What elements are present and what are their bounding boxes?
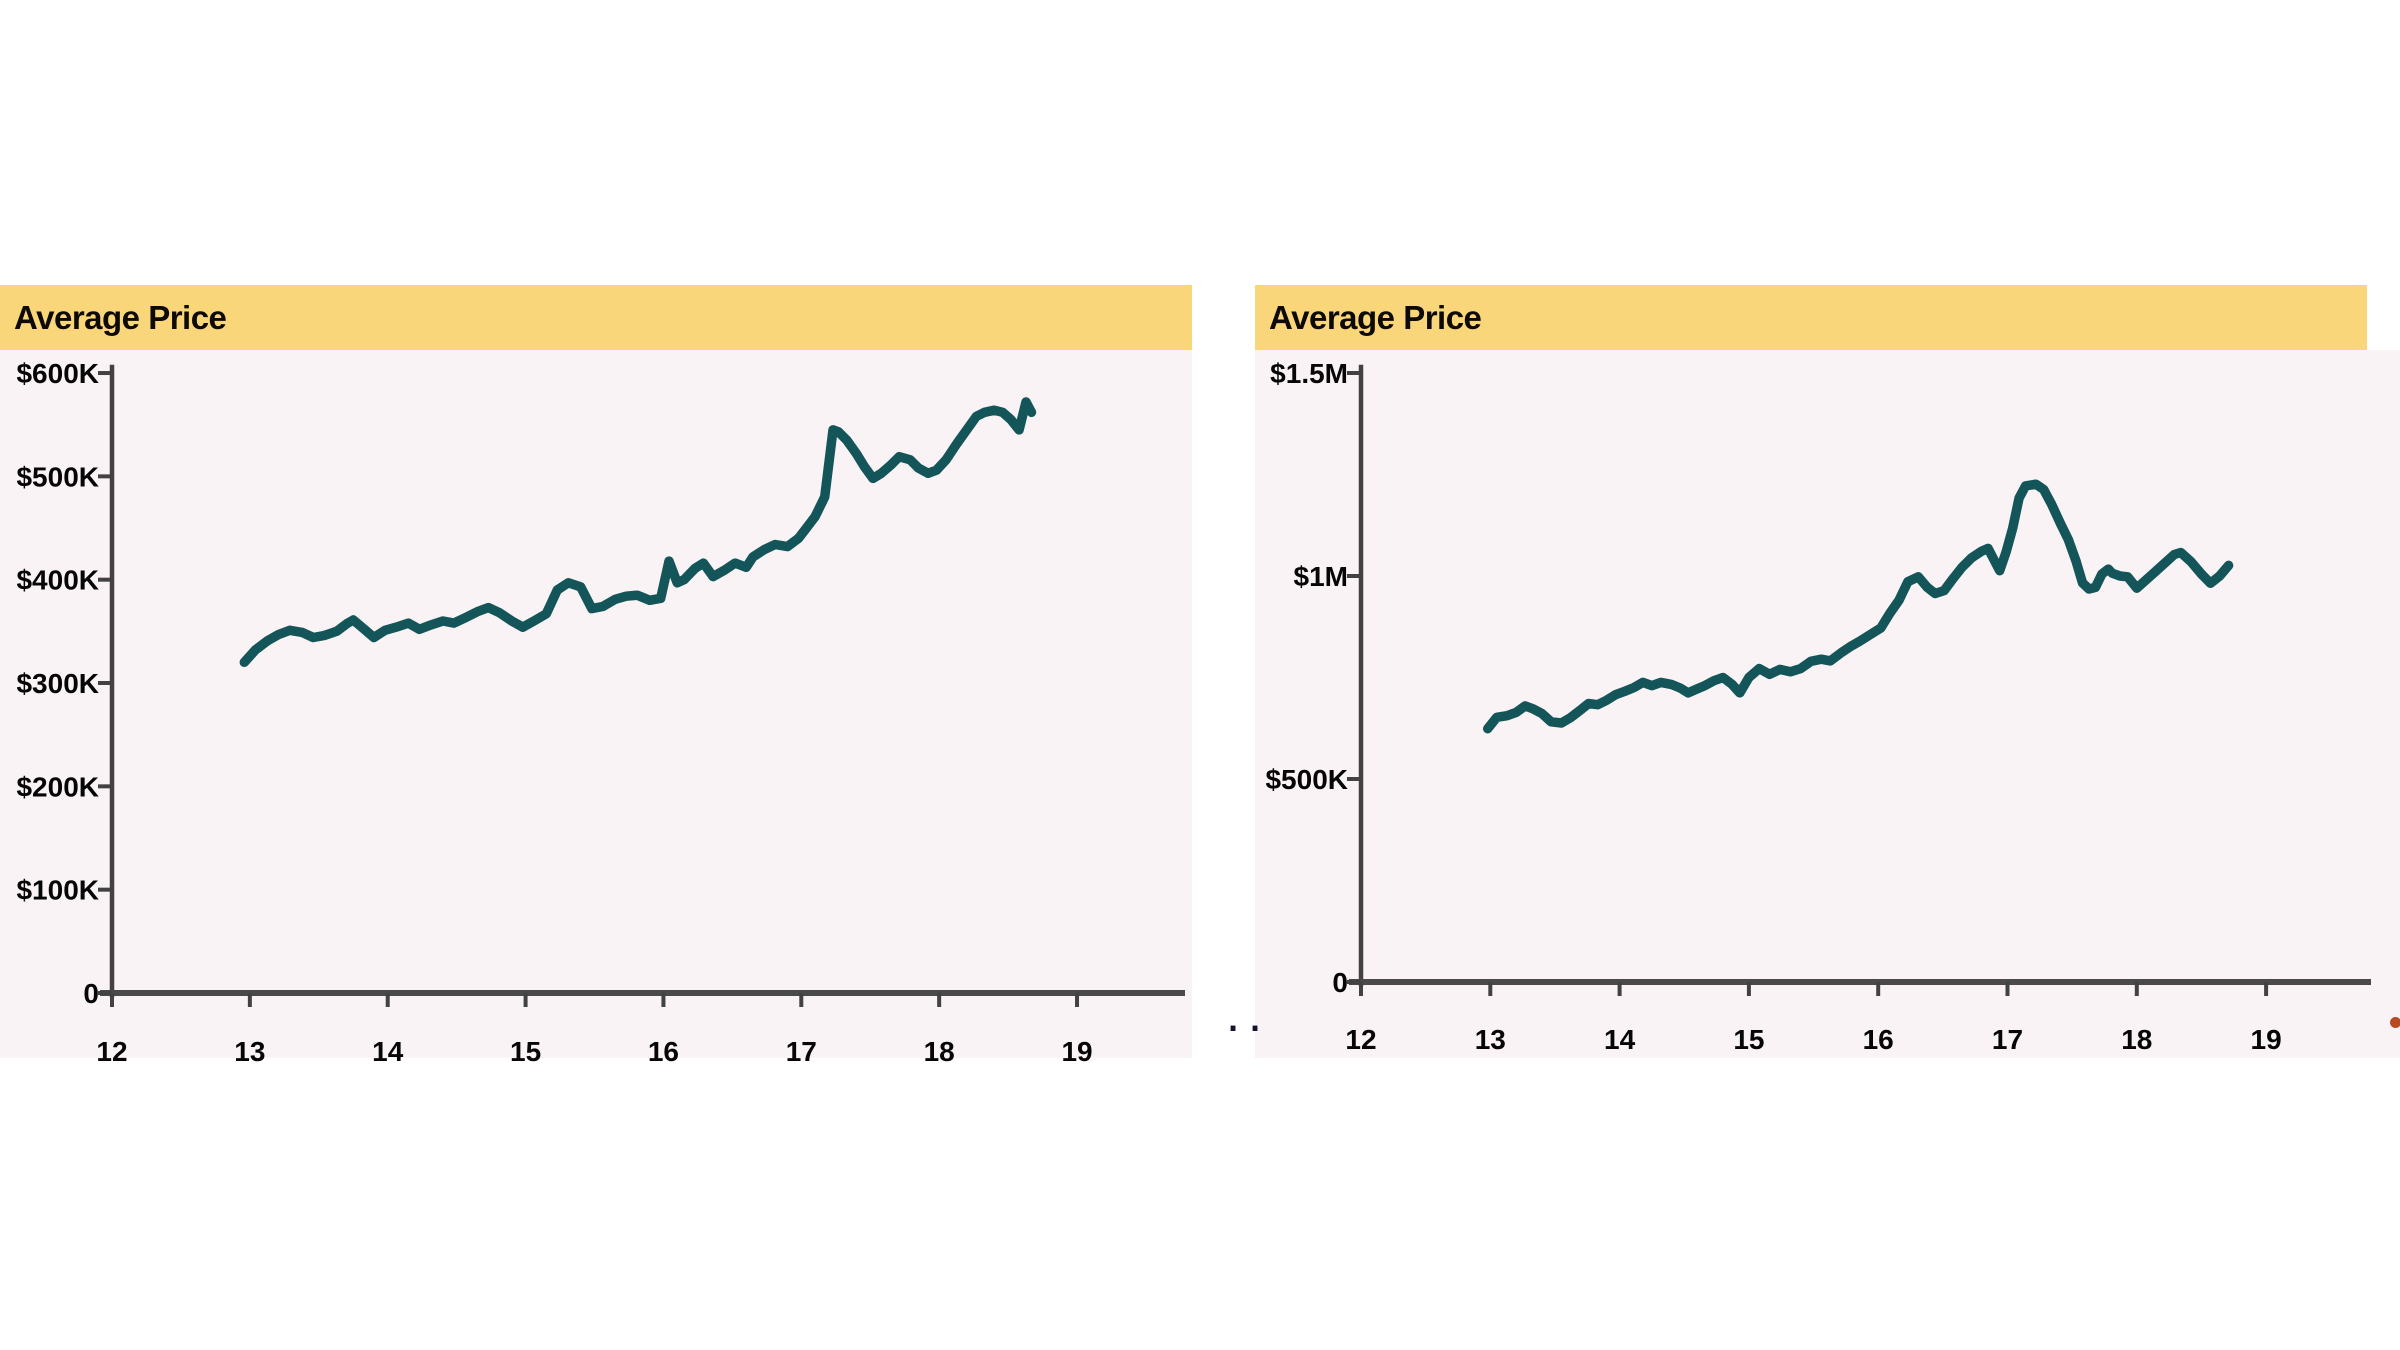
x-tick-label: 19 — [1061, 1036, 1092, 1067]
plot-area-right — [1255, 350, 2400, 1058]
price-line — [239, 397, 1037, 668]
y-tick-label: $400K — [16, 565, 99, 596]
x-tick-label: 14 — [372, 1036, 404, 1067]
x-tick-label: 12 — [1345, 1024, 1376, 1055]
y-tick-label: 0 — [1332, 967, 1348, 998]
x-tick-label: 15 — [1733, 1024, 1764, 1055]
x-tick-label: 19 — [2251, 1024, 2282, 1055]
price-line — [1482, 479, 2234, 734]
panel-title-left: Average Price — [14, 298, 227, 336]
red-dot-artifact — [2390, 1017, 2400, 1028]
avg-price-panel-left: Average Price — [0, 285, 1192, 1058]
y-tick-label: $1.5M — [1270, 358, 1348, 389]
x-tick-label: 12 — [96, 1036, 127, 1067]
y-tick-label: $1M — [1294, 561, 1348, 592]
x-tick-label: 14 — [1604, 1024, 1636, 1055]
panel-header-left: Average Price — [0, 285, 1192, 350]
x-tick-label: 13 — [1475, 1024, 1506, 1055]
x-tick-label: 18 — [924, 1036, 955, 1067]
y-tick-label: $500K — [1265, 764, 1348, 795]
x-tick-label: 15 — [510, 1036, 541, 1067]
plot-area-left — [0, 350, 1192, 1058]
chart-left: 0 $100K $200K $300K $400K $500K $600K 12 13 14 15 1… — [16, 358, 1185, 1067]
x-tick-label: 16 — [648, 1036, 679, 1067]
y-tick-label: $500K — [16, 461, 99, 492]
y-tick-label: $200K — [16, 771, 99, 802]
x-tick-label: 17 — [786, 1036, 817, 1067]
panel-title-right: Average Price — [1269, 298, 1482, 336]
x-tick-label: 17 — [1992, 1024, 2023, 1055]
x-tick-label: 16 — [1863, 1024, 1894, 1055]
separator-dots-artifact: .. — [1224, 1004, 1269, 1039]
y-tick-label: 0 — [83, 978, 99, 1009]
panel-header-right: Average Price — [1255, 285, 2367, 350]
x-tick-label: 13 — [234, 1036, 265, 1067]
y-tick-label: $600K — [16, 358, 99, 389]
chart-right: 0 $500K $1M $1.5M 12 13 14 15 16 17 18 19 — [1265, 358, 2371, 1055]
avg-price-panel-right: Average Price — [1255, 285, 2400, 1058]
x-tick-label: 18 — [2121, 1024, 2152, 1055]
y-tick-label: $100K — [16, 875, 99, 906]
y-tick-label: $300K — [16, 668, 99, 699]
